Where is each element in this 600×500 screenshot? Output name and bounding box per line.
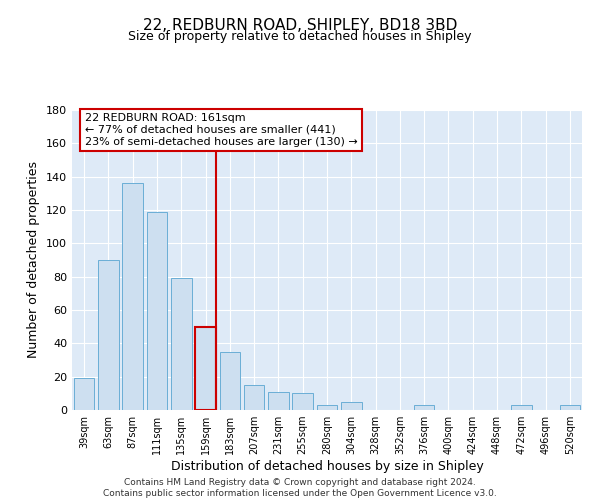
Bar [244,385,265,410]
Bar [268,392,289,410]
Bar [560,405,580,410]
X-axis label: Distribution of detached houses by size in Shipley: Distribution of detached houses by size … [170,460,484,473]
Bar [511,405,532,410]
Bar [122,184,143,410]
Text: 22 REDBURN ROAD: 161sqm
← 77% of detached houses are smaller (441)
23% of semi-d: 22 REDBURN ROAD: 161sqm ← 77% of detache… [85,114,358,146]
Y-axis label: Number of detached properties: Number of detached properties [28,162,40,358]
Text: 22, REDBURN ROAD, SHIPLEY, BD18 3BD: 22, REDBURN ROAD, SHIPLEY, BD18 3BD [143,18,457,32]
Bar [220,352,240,410]
Text: Contains HM Land Registry data © Crown copyright and database right 2024.
Contai: Contains HM Land Registry data © Crown c… [103,478,497,498]
Bar [317,405,337,410]
Bar [98,260,119,410]
Bar [171,278,191,410]
Bar [292,394,313,410]
Bar [146,212,167,410]
Bar [74,378,94,410]
Bar [341,402,362,410]
Bar [195,326,216,410]
Bar [414,405,434,410]
Text: Size of property relative to detached houses in Shipley: Size of property relative to detached ho… [128,30,472,43]
